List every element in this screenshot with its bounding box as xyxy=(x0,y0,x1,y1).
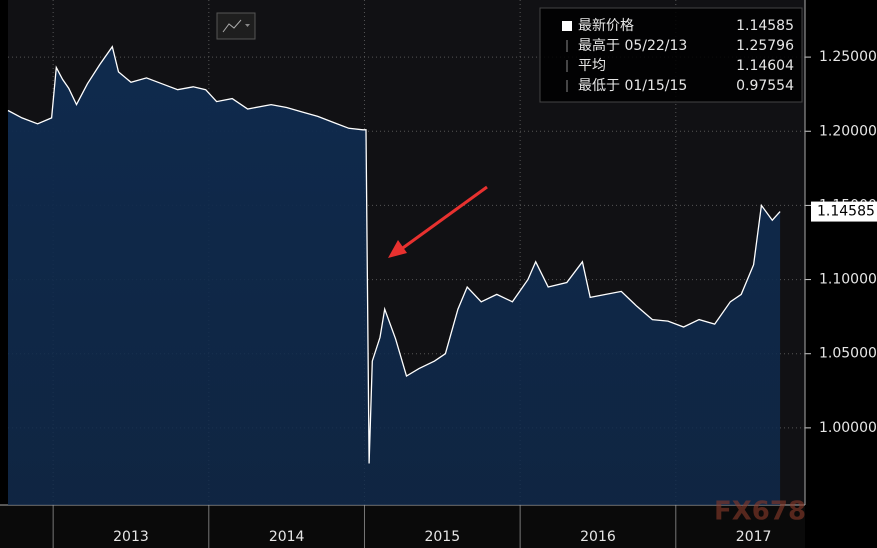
y-tick-label: 1.00000 xyxy=(819,420,877,436)
x-axis-band xyxy=(0,505,805,548)
y-tick-label: 1.20000 xyxy=(819,123,877,139)
y-tick-label: 1.25000 xyxy=(819,49,877,65)
line xyxy=(7,45,781,464)
legend-label: 最低于 01/15/15 xyxy=(578,78,687,94)
x-tick-label: 2014 xyxy=(269,529,305,545)
legend-value: 1.25796 xyxy=(736,38,794,54)
chart-type-button[interactable] xyxy=(216,12,256,40)
legend-box xyxy=(539,7,803,103)
x-tick-label: 2015 xyxy=(424,529,460,545)
chart-type-icon xyxy=(222,19,242,33)
x-tick-label: 2016 xyxy=(580,529,616,545)
legend-label: 最高于 05/22/13 xyxy=(578,37,687,54)
last-value-label: 1.14585 xyxy=(817,204,875,220)
dropdown-caret xyxy=(245,24,250,27)
area xyxy=(8,46,781,505)
y-tick-label: 1.05000 xyxy=(819,346,877,362)
legend-value: 0.97554 xyxy=(736,78,794,94)
legend-label: 最新价格 xyxy=(578,18,634,34)
annotation-arrowhead xyxy=(388,240,407,258)
legend-swatch xyxy=(562,21,572,31)
legend-value: 1.14585 xyxy=(736,18,794,34)
y-tick-label: 1.10000 xyxy=(819,272,877,288)
x-tick-label: 2017 xyxy=(736,529,772,545)
legend-label: 平均 xyxy=(578,58,606,74)
watermark: FX678 xyxy=(714,497,806,527)
legend-value: 1.14604 xyxy=(736,58,794,74)
x-tick-label: 2013 xyxy=(113,529,149,545)
last-value-box xyxy=(811,201,877,222)
annotation-arrow xyxy=(399,185,488,252)
